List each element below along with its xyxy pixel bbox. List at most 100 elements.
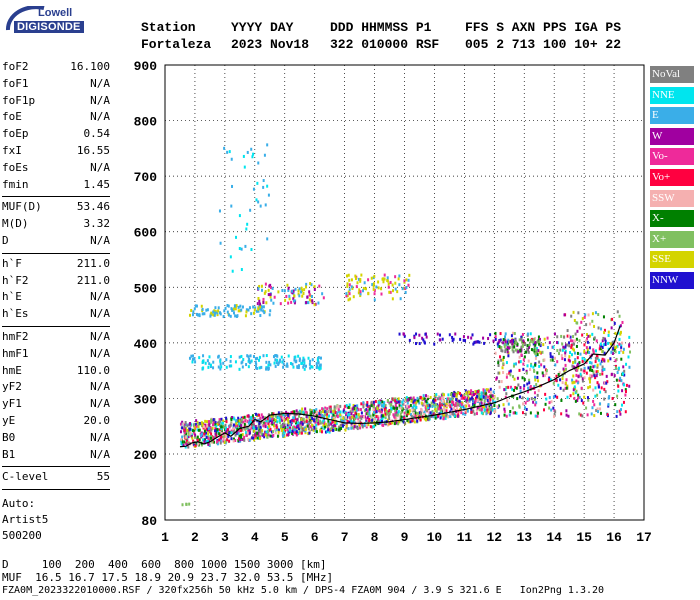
header-label-date: YYYY DAY (231, 20, 294, 35)
param-value: N/A (90, 160, 110, 174)
x-tick-label: 15 (576, 530, 592, 545)
param-row: h`F2 211.0 (2, 274, 110, 290)
header-label-station: Station (141, 20, 196, 35)
param-row: h`Es N/A (2, 307, 110, 323)
param-value: 16.55 (76, 144, 110, 157)
param-label: yF1 (2, 397, 22, 411)
param-row: yF2 N/A (2, 380, 110, 396)
param-row: foF1 N/A (2, 77, 110, 93)
x-tick-label: 1 (161, 530, 169, 545)
param-label: foF2 (2, 60, 29, 73)
param-label: h`Es (2, 307, 29, 321)
param-separator (2, 196, 110, 198)
param-row: hmE 110.0 (2, 364, 110, 380)
y-tick-label: 400 (134, 337, 158, 352)
x-tick-label: 11 (457, 530, 473, 545)
legend-item-e: E (650, 107, 694, 125)
param-row: foF1p N/A (2, 94, 110, 110)
header-value-config: 005 2 713 100 10+ 22 (465, 37, 622, 52)
y-tick-label: 600 (134, 226, 158, 241)
header-label-config: FFS S AXN PPS IGA PS (465, 20, 622, 35)
param-label: h`F2 (2, 273, 29, 287)
x-tick-label: 12 (487, 530, 503, 545)
y-tick-label: 300 (134, 392, 158, 407)
param-value: N/A (90, 76, 110, 90)
param-value: N/A (90, 380, 110, 394)
x-tick-label: 5 (281, 530, 289, 545)
param-value: 16.100 (70, 60, 110, 73)
param-label: MUF(D) (2, 200, 42, 214)
param-label: yE (2, 414, 16, 427)
param-separator (2, 326, 110, 327)
param-row: fxI 16.55 (2, 144, 110, 160)
param-label: hmE (2, 363, 22, 377)
param-value: N/A (90, 447, 110, 461)
header-label-time: DDD HHMMSS P1 (330, 20, 432, 35)
legend-item-ssw: SSW (650, 189, 694, 207)
param-value: N/A (90, 307, 110, 321)
param-row: fmin 1.45 (2, 178, 110, 194)
param-value: N/A (90, 234, 110, 247)
header-value-time: 322 010000 RSF (330, 37, 440, 52)
param-value: 53.46 (76, 200, 110, 214)
legend-item-x: X- (650, 210, 694, 228)
param-label: hmF2 (2, 330, 29, 343)
trace-line (179, 325, 621, 448)
footer-distance-row: D 100 200 400 600 800 1000 1500 3000 [km… (2, 558, 327, 571)
y-tick-label: 900 (134, 59, 158, 74)
param-row: D N/A (2, 234, 110, 250)
param-row: M(D) 3.32 (2, 217, 110, 233)
digisonde-logo (4, 5, 74, 42)
param-label: fxI (2, 144, 22, 157)
param-value: N/A (90, 397, 110, 411)
param-value: N/A (90, 290, 110, 304)
param-row: MUF(D) 53.46 (2, 200, 110, 216)
legend-item-w: W (650, 127, 694, 145)
param-row: hmF2 N/A (2, 330, 110, 346)
logo-digisonde: DIGISONDE (14, 21, 84, 33)
x-tick-label: 9 (401, 530, 409, 545)
param-separator (2, 252, 110, 254)
param-separator (2, 466, 110, 468)
legend-item-nnw: NNW (650, 272, 694, 289)
logo-arc-icon (5, 5, 45, 31)
axis-ticks: 1 2 3 4 5 6 7 8 9 10 11 12 13 14 15 16 17802003004005006… (134, 59, 652, 545)
param-row: h`F 211.0 (2, 257, 110, 273)
param-row: B0 N/A (2, 431, 110, 447)
param-value: 110.0 (76, 363, 110, 377)
x-tick-label: 17 (636, 530, 652, 545)
param-row: foE N/A (2, 110, 110, 126)
x-tick-label: 10 (427, 530, 443, 545)
header-value-date: 2023 Nov18 (231, 37, 310, 52)
param-row: foEs N/A (2, 161, 110, 177)
param-label: foF1 (2, 76, 29, 90)
legend-item-vo: Vo+ (650, 169, 694, 186)
y-tick-label: 500 (134, 281, 158, 296)
y-tick-label: 80 (141, 514, 157, 529)
param-row: yF1 N/A (2, 397, 110, 413)
param-label: foEp (2, 127, 29, 141)
y-tick-label: 800 (134, 115, 158, 130)
param-value: N/A (90, 430, 110, 444)
legend-item-nne: NNE (650, 86, 694, 104)
x-tick-label: 2 (191, 530, 199, 545)
param-value: 211.0 (76, 273, 110, 287)
param-label: B0 (2, 430, 16, 444)
param-value: N/A (90, 110, 110, 124)
param-label: foEs (2, 160, 29, 174)
logo-lowell: Lowell (38, 7, 73, 19)
param-value: 3.32 (83, 217, 111, 231)
param-label: h`E (2, 290, 22, 304)
param-value: 20.0 (83, 414, 111, 427)
param-value: N/A (90, 346, 110, 360)
header-value-station: Fortaleza (141, 37, 212, 52)
ionogram-chart: 1 2 3 4 5 6 7 8 9 10 11 12 13 14 15 16 17802003004005006… (134, 59, 652, 545)
param-value: N/A (90, 330, 110, 343)
legend-item-noval: NoVal (650, 66, 694, 83)
footer-file-info: FZA0M_2023322010000.RSF / 320fx256h 50 k… (2, 585, 605, 596)
param-label: foF1p (2, 93, 36, 107)
param-value: 0.54 (83, 127, 111, 141)
param-row: hmF1 N/A (2, 347, 110, 363)
param-value: N/A (90, 93, 110, 107)
auto-scaling-text: Artist5 (2, 513, 49, 527)
